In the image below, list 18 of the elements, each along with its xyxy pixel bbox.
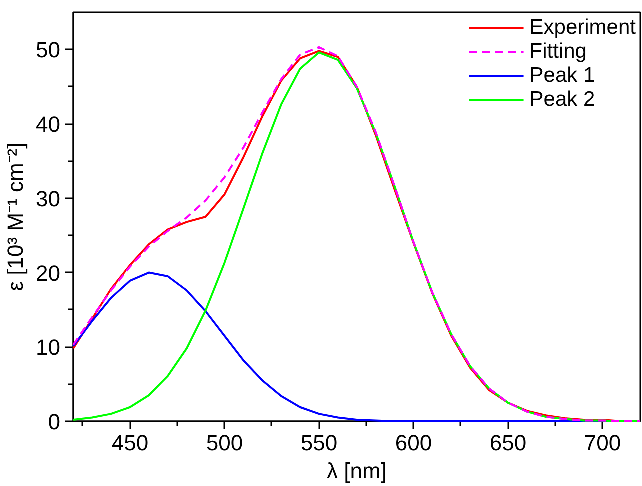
y-tick-label: 20 bbox=[36, 260, 61, 286]
y-tick-label: 40 bbox=[36, 112, 61, 138]
x-tick-label: 450 bbox=[112, 430, 149, 456]
legend-label: Fitting bbox=[530, 40, 587, 64]
y-tick-label: 30 bbox=[36, 186, 61, 212]
legend-label: Peak 1 bbox=[530, 64, 596, 88]
legend-label: Peak 2 bbox=[530, 88, 596, 112]
x-tick-label: 550 bbox=[300, 430, 338, 456]
y-tick-label: 0 bbox=[48, 410, 61, 434]
x-axis-title: λ [nm] bbox=[327, 458, 387, 484]
x-tick-label: 500 bbox=[206, 430, 244, 456]
y-tick-label: 50 bbox=[36, 38, 61, 63]
y-tick-label: 10 bbox=[36, 335, 61, 360]
x-tick-label: 600 bbox=[395, 430, 432, 456]
x-tick-label: 650 bbox=[490, 430, 527, 456]
x-tick-label: 700 bbox=[584, 430, 622, 456]
y-axis-title: ε [10³ M⁻¹ cm⁻²] bbox=[3, 142, 28, 292]
legend-label: Experiment bbox=[530, 16, 636, 40]
